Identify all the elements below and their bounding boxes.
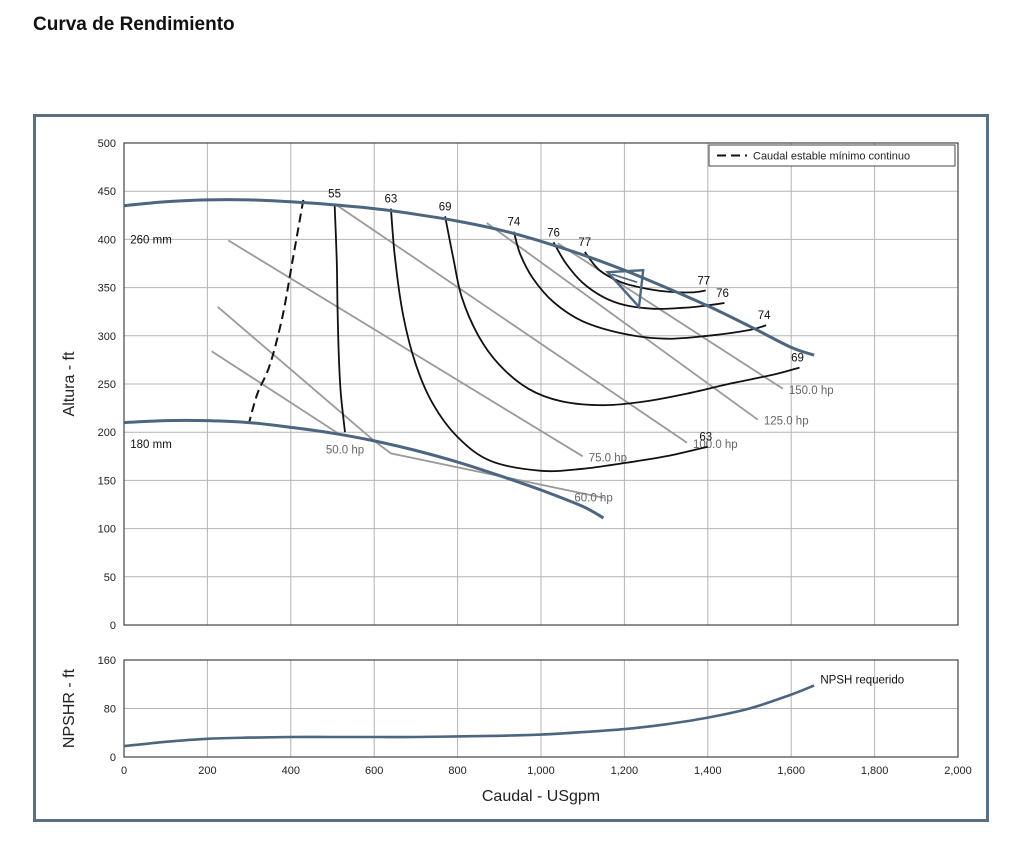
- efficiency-end-label: 74: [758, 310, 771, 322]
- min-flow-line: [248, 199, 305, 423]
- x-axis-title: Caudal - USgpm: [482, 788, 600, 805]
- npsh-y-tick-label: 80: [104, 704, 116, 716]
- power-line: [486, 222, 759, 421]
- npsh-curve-label: NPSH requerido: [820, 674, 904, 686]
- legend-box: [708, 144, 956, 167]
- efficiency-curve: [444, 216, 800, 407]
- efficiency-label: 63: [384, 194, 397, 206]
- y-tick-label: 250: [98, 379, 116, 391]
- x-tick-label: 200: [198, 765, 216, 777]
- impeller-curve: [123, 198, 815, 357]
- power-line: [227, 239, 584, 458]
- x-tick-label: 1,200: [611, 765, 639, 777]
- power-line-label: 50.0 hp: [326, 444, 364, 456]
- chart-frame: [33, 114, 989, 822]
- plot-area-main: [123, 142, 959, 626]
- efficiency-label: 74: [507, 217, 520, 229]
- npsh-y-tick-label: 160: [98, 655, 116, 667]
- efficiency-curve: [333, 203, 346, 433]
- y-tick-label: 500: [98, 138, 116, 150]
- impeller-label: 260 mm: [130, 234, 172, 246]
- x-tick-label: 1,800: [861, 765, 889, 777]
- x-tick-label: 600: [365, 765, 383, 777]
- efficiency-end-label: 69: [791, 353, 804, 365]
- bep-marker: [605, 268, 645, 310]
- power-line-label: 125.0 hp: [764, 416, 809, 428]
- npsh-y-tick-label: 0: [110, 752, 116, 764]
- plot-area-npsh: [123, 659, 959, 758]
- efficiency-end-label: 77: [697, 275, 710, 287]
- efficiency-curve: [513, 231, 767, 340]
- npsh-y-axis-title: NPSHR - ft: [61, 668, 78, 748]
- efficiency-curve: [584, 251, 706, 294]
- efficiency-label: 77: [578, 237, 591, 249]
- x-tick-label: 400: [282, 765, 300, 777]
- power-line-label: 60.0 hp: [574, 493, 612, 505]
- legend-label: Caudal estable mínimo continuo: [753, 151, 910, 163]
- y-tick-label: 400: [98, 234, 116, 246]
- efficiency-label: 69: [439, 201, 452, 213]
- x-tick-label: 0: [121, 765, 127, 777]
- y-tick-label: 300: [98, 331, 116, 343]
- power-line: [557, 242, 784, 390]
- bep-marker-tick: [611, 273, 638, 284]
- x-tick-label: 2,000: [944, 765, 972, 777]
- efficiency-end-label: 63: [699, 432, 712, 444]
- y-tick-label: 450: [98, 186, 116, 198]
- y-tick-label: 0: [110, 620, 116, 632]
- efficiency-curve: [390, 208, 709, 473]
- y-tick-label: 350: [98, 283, 116, 295]
- y-tick-label: 150: [98, 475, 116, 487]
- efficiency-end-label: 76: [716, 288, 729, 300]
- power-line-label: 150.0 hp: [789, 385, 834, 397]
- npsh-curve: [123, 684, 815, 748]
- page-title: Curva de Rendimiento: [33, 14, 235, 35]
- efficiency-label: 76: [547, 227, 560, 239]
- efficiency-curve: [552, 241, 725, 310]
- y-tick-label: 100: [98, 524, 116, 536]
- impeller-curve: [123, 418, 605, 520]
- efficiency-label: 55: [328, 189, 341, 201]
- y-tick-label: 50: [104, 572, 116, 584]
- power-line: [211, 350, 342, 436]
- power-line-label: 75.0 hp: [589, 452, 627, 464]
- x-tick-label: 1,000: [527, 765, 555, 777]
- x-tick-label: 1,400: [694, 765, 722, 777]
- impeller-label: 180 mm: [130, 439, 172, 451]
- y-axis-title: Altura - ft: [61, 351, 78, 416]
- x-tick-label: 1,600: [777, 765, 805, 777]
- y-tick-label: 200: [98, 427, 116, 439]
- x-tick-label: 800: [448, 765, 466, 777]
